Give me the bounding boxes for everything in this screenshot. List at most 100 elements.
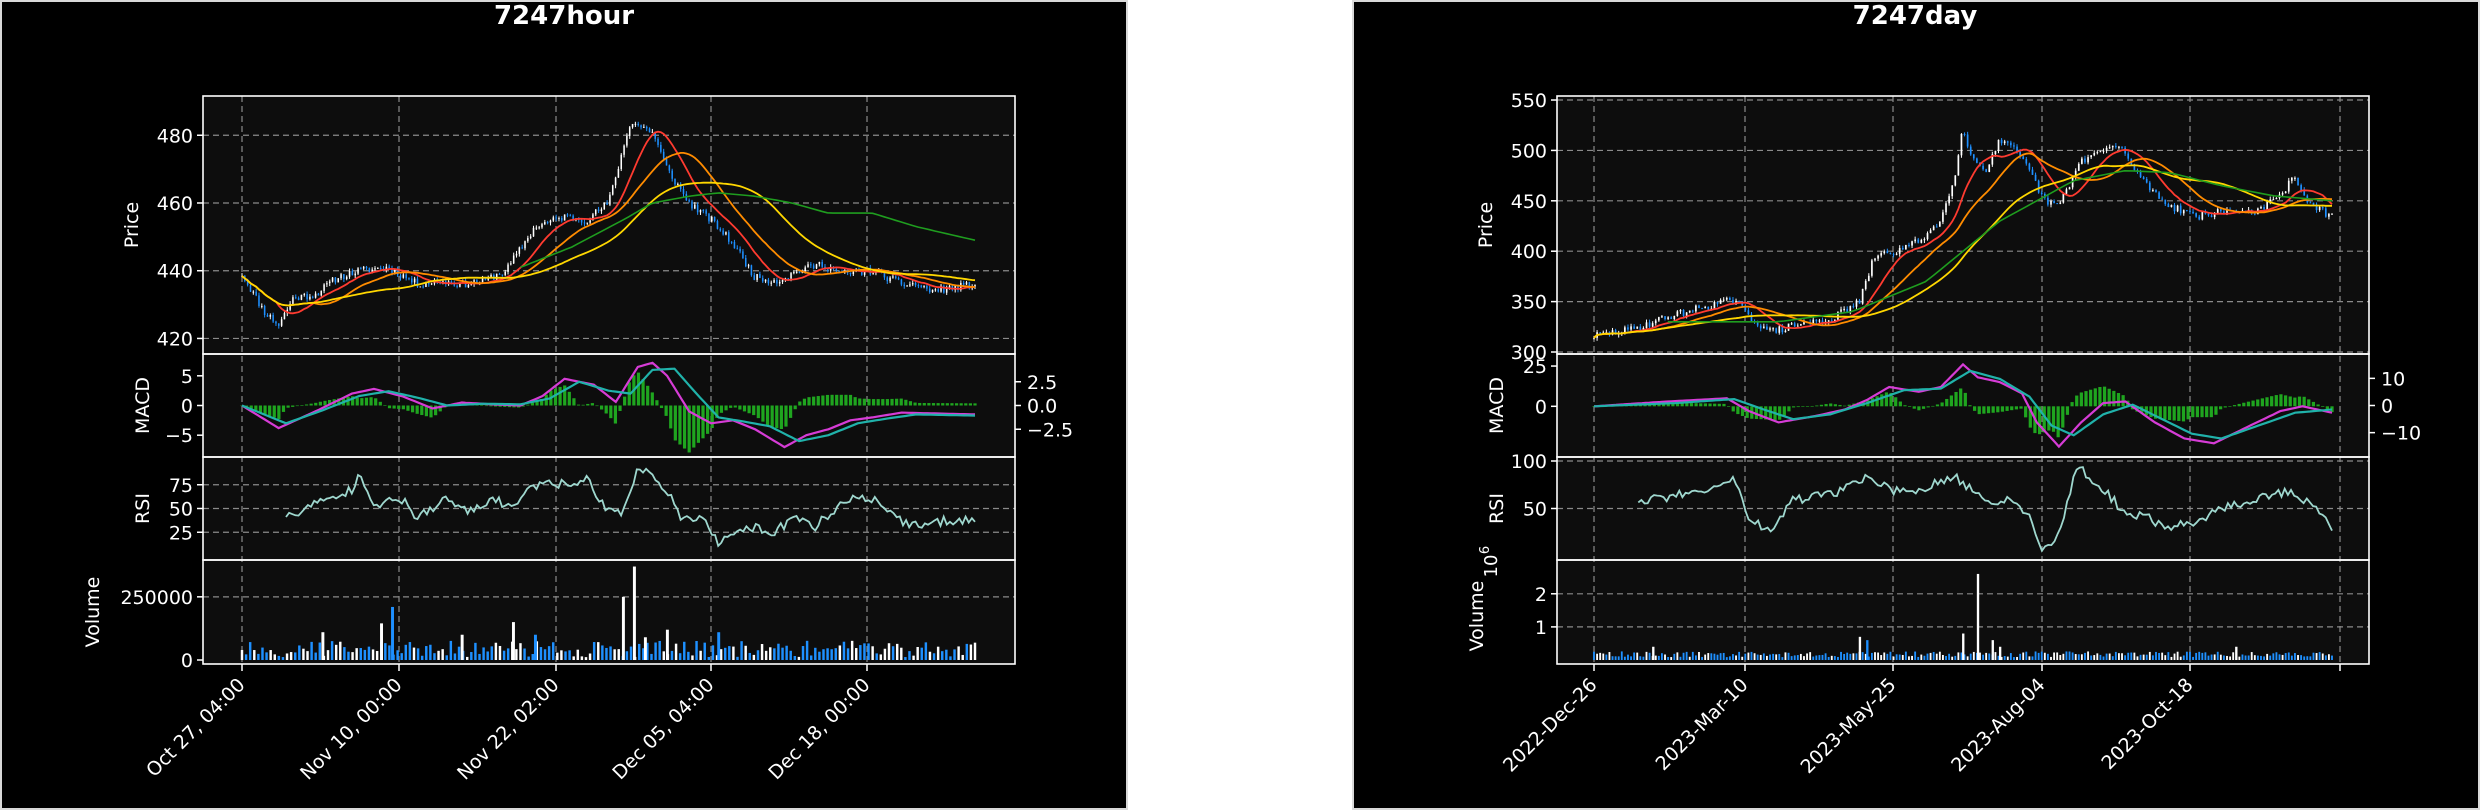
volume-bar: [347, 651, 350, 660]
macd-right-tick-label: −10: [2381, 423, 2421, 445]
volume-bar: [2127, 652, 2130, 660]
candle-body: [1676, 311, 1679, 316]
candle-body: [1942, 212, 1944, 222]
macd-histogram-bar: [1829, 403, 1833, 407]
volume-bar: [1827, 656, 1830, 660]
candle-body: [688, 200, 690, 202]
macd-histogram-bar: [862, 398, 866, 406]
volume-bar: [2327, 654, 2330, 660]
candle-body: [790, 273, 792, 279]
candle-body: [405, 274, 407, 279]
volume-bar: [875, 653, 878, 660]
candle-body: [756, 274, 758, 280]
candle-body: [2263, 206, 2265, 210]
volume-bar: [2232, 652, 2235, 660]
macd-histogram-bar: [2205, 406, 2209, 418]
volume-spike-bar: [621, 596, 625, 660]
candle-body: [815, 264, 818, 269]
candle-body: [2213, 214, 2216, 217]
macd-histogram-bar: [2167, 406, 2172, 421]
volume-bar: [437, 650, 440, 660]
volume-bar: [2062, 653, 2065, 660]
volume-bar: [1725, 657, 1728, 660]
volume-bar: [1790, 656, 1793, 660]
candle-body: [2000, 139, 2003, 144]
volume-bar: [2312, 652, 2315, 660]
candle-body: [2297, 177, 2299, 186]
macd-histogram-bar: [2265, 397, 2269, 407]
macd-histogram-bar: [650, 392, 654, 406]
macd-histogram-bar: [738, 405, 742, 410]
candle-body: [739, 248, 741, 252]
volume-bar: [1803, 656, 1805, 660]
macd-histogram-bar: [941, 403, 945, 406]
macd-histogram-bar: [747, 405, 751, 414]
volume-bar: [1870, 652, 1873, 660]
macd-histogram-bar: [899, 398, 903, 406]
chart-title: 7247day: [1853, 1, 1978, 31]
macd-histogram-bar: [881, 399, 885, 406]
volume-bar: [560, 650, 563, 660]
candle-body: [1945, 203, 1947, 213]
candle-body: [1651, 323, 1654, 327]
candle-body: [1954, 175, 1957, 186]
candle-body: [1688, 310, 1691, 313]
volume-bar: [2145, 654, 2148, 660]
macd-histogram-bar: [581, 404, 585, 406]
candle-body: [937, 289, 939, 292]
candle-body: [1766, 326, 1768, 330]
macd-histogram-bar: [2019, 406, 2023, 409]
volume-bar: [2056, 652, 2059, 660]
candle-body: [1818, 320, 1821, 322]
candle-body: [2053, 201, 2055, 204]
volume-bar: [2253, 655, 2256, 660]
macd-histogram-bar: [369, 397, 373, 406]
candle-body: [1741, 301, 1744, 306]
candle-body: [419, 286, 422, 288]
candle-body: [481, 277, 484, 283]
volume-bar: [2096, 653, 2099, 660]
macd-histogram-bar: [2214, 406, 2218, 415]
volume-bar: [1799, 653, 1802, 660]
candle-body: [750, 265, 753, 276]
candle-body: [1769, 328, 1771, 330]
macd-histogram-bar: [480, 405, 484, 406]
volume-bar: [842, 641, 846, 660]
candle-body: [795, 271, 798, 273]
volume-bar: [257, 653, 260, 660]
volume-bar: [1596, 653, 1599, 660]
macd-histogram-bar: [2288, 396, 2292, 407]
candle-body: [767, 279, 770, 284]
candle-body: [1630, 326, 1632, 330]
volume-bar: [2059, 655, 2062, 660]
volume-exponent-base: 10: [1481, 555, 1502, 578]
macd-histogram-bar: [1787, 406, 1791, 412]
macd-right-tick-label: 10: [2381, 368, 2405, 390]
macd-histogram-bar: [623, 396, 627, 406]
macd-histogram-bar: [2177, 406, 2181, 421]
moving-average-long-line: [520, 192, 976, 269]
candle-body: [2158, 192, 2160, 199]
macd-histogram-bar: [2232, 405, 2237, 407]
candle-body: [2087, 157, 2089, 163]
candle-body: [524, 241, 526, 249]
volume-bar: [1633, 652, 1636, 660]
candle-body: [504, 271, 506, 275]
volume-bar: [2016, 656, 2018, 660]
volume-bar: [916, 646, 919, 660]
macd-histogram-bar: [2047, 406, 2051, 431]
candle-body: [535, 227, 538, 229]
candle-body: [1707, 306, 1710, 310]
volume-bar: [691, 655, 694, 660]
macd-histogram-bar: [895, 398, 899, 406]
volume-bar: [404, 644, 408, 660]
macd-histogram-bar: [2195, 406, 2200, 418]
volume-bar: [879, 654, 883, 660]
volume-bar: [2133, 652, 2136, 660]
candle-body: [778, 281, 781, 284]
candle-body: [1920, 240, 1923, 243]
macd-histogram-bar: [1963, 392, 1967, 407]
volume-bar: [2260, 655, 2262, 660]
macd-histogram-bar: [1810, 405, 1814, 407]
macd-histogram-bar: [715, 405, 719, 418]
